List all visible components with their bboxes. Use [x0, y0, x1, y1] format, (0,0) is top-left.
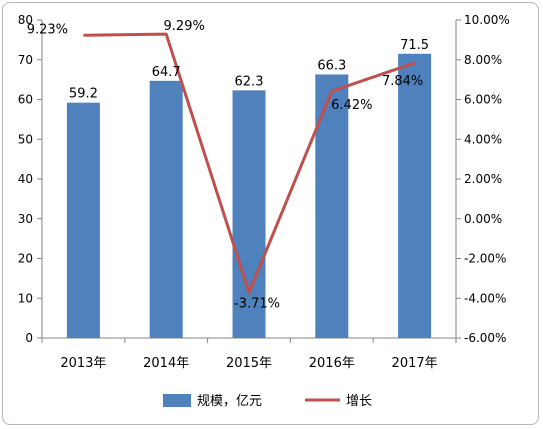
growth-value-label: 6.42%	[331, 98, 372, 113]
y-right-tick-label: -2.00%	[464, 252, 506, 266]
bar-4	[398, 53, 432, 338]
legend-swatch-bar	[163, 394, 191, 407]
bar-3	[315, 74, 349, 339]
growth-line	[83, 32, 416, 294]
y-left-tick-label: 30	[18, 212, 33, 226]
legend: 规模，亿元 增长	[163, 394, 372, 409]
bar-value-label: 59.2	[69, 87, 98, 102]
category-label: 2016年	[309, 356, 355, 371]
legend-label-line: 增长	[346, 394, 372, 409]
axes: 0 10 20 30 40 50 60 70 80 -6.00% -4.00% -2.00% 0.00%…	[18, 13, 510, 345]
bar-series	[66, 53, 432, 339]
y-left-tick-label: 70	[18, 53, 33, 67]
y-left-tick-label: 50	[18, 132, 33, 146]
y-left-tick-label: 40	[18, 172, 33, 186]
category-label: 2015年	[226, 356, 272, 371]
bar-value-label: 64.7	[152, 65, 181, 80]
bar-2	[232, 90, 266, 338]
growth-value-label: -3.71%	[234, 296, 280, 311]
category-label: 2014年	[143, 356, 189, 371]
y-right-tick-label: 10.00%	[464, 13, 510, 27]
y-right-tick-label: -6.00%	[464, 331, 506, 345]
growth-value-label: 9.29%	[164, 19, 205, 34]
growth-value-label: 7.84%	[382, 74, 423, 89]
y-right-tick-label: 6.00%	[464, 93, 502, 107]
y-left-tick-label: 10	[18, 291, 33, 305]
bar-value-label: 66.3	[317, 58, 346, 73]
bar-value-label: 62.3	[235, 74, 264, 89]
y-left-tick-label: 60	[18, 93, 33, 107]
bar-value-label: 71.5	[400, 38, 429, 53]
data-labels: 59.2 64.7 62.3 66.3 71.5 9.23% 9.29% -3.71% 6.42…	[27, 19, 429, 311]
y-right-tick-label: 2.00%	[464, 172, 502, 186]
bar-0	[66, 102, 100, 339]
category-label: 2017年	[392, 356, 438, 371]
line-series	[83, 32, 416, 294]
legend-label-bar: 规模，亿元	[197, 394, 262, 409]
y-right-tick-label: 8.00%	[464, 53, 502, 67]
y-left-tick-label: 0	[25, 331, 33, 345]
growth-value-label: 9.23%	[27, 22, 68, 37]
y-right-tick-label: 4.00%	[464, 132, 502, 146]
category-labels: 2013年 2014年 2015年 2016年 2017年	[60, 356, 437, 371]
y-left-tick-label: 20	[18, 252, 33, 266]
y-left-tick-label: 80	[18, 13, 33, 27]
y-right-tick-label: 0.00%	[464, 212, 502, 226]
y-right-tick-label: -4.00%	[464, 291, 506, 305]
category-label: 2013年	[60, 356, 106, 371]
bar-1	[149, 80, 183, 338]
